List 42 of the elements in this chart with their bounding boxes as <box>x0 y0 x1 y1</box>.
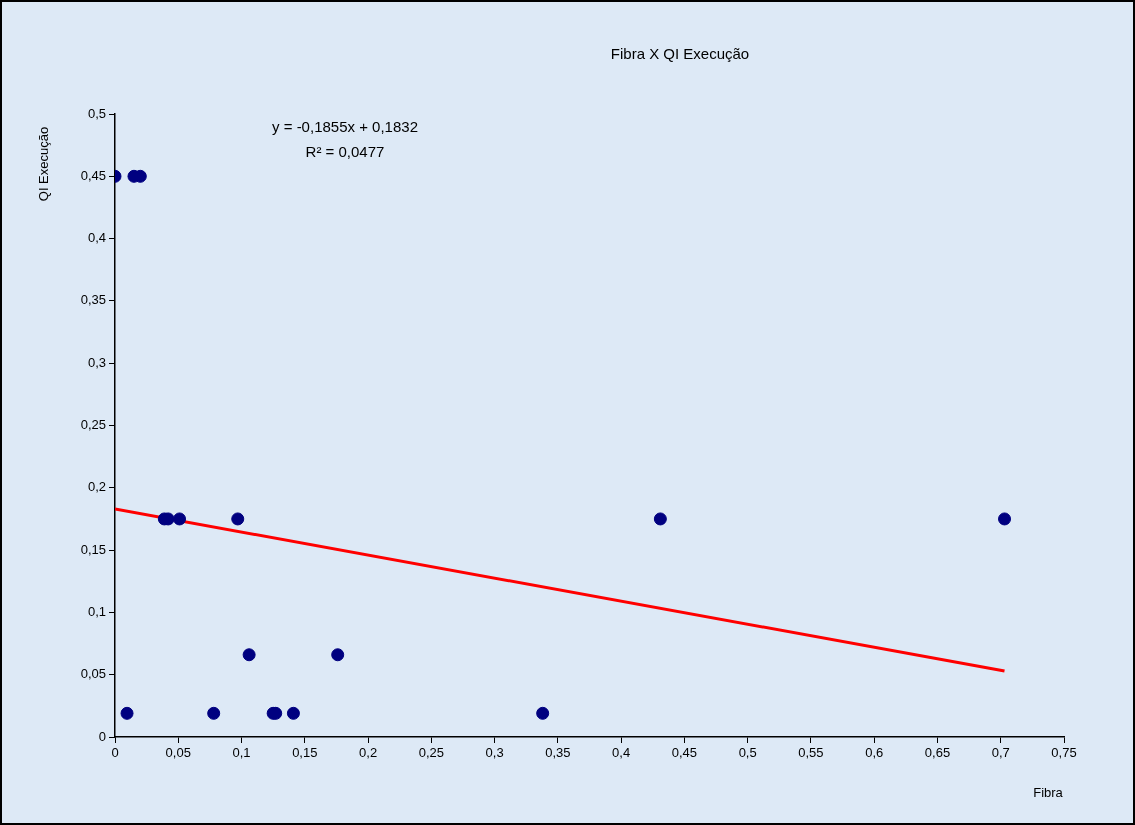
x-tick-label: 0,2 <box>359 745 378 761</box>
annotation: R² = 0,0477 <box>305 143 385 161</box>
point <box>207 706 221 720</box>
y-tick-label: 0,45 <box>80 167 106 183</box>
y-axis-title: QI Execução <box>35 126 51 202</box>
x-tick-label: 0,35 <box>545 745 571 761</box>
y-tick-label: 0 <box>98 728 106 744</box>
x-tick-label: 0,45 <box>671 745 698 761</box>
y-tick-label: 0,15 <box>80 541 106 557</box>
x-tick-label: 0,3 <box>485 745 504 761</box>
y-tick-label: 0,3 <box>87 354 106 370</box>
point <box>998 512 1012 526</box>
point <box>242 648 256 662</box>
x-axis-title: Fibra <box>1033 784 1064 800</box>
y-tick-label: 0,2 <box>87 479 106 495</box>
y-tick-label: 0,1 <box>87 603 106 619</box>
y-tick-label: 0,05 <box>80 666 106 682</box>
point <box>231 512 245 526</box>
point <box>173 512 187 526</box>
x-tick-label: 0,05 <box>165 745 191 761</box>
x-tick-label: 0,1 <box>232 745 251 761</box>
x-tick-label: 0,15 <box>292 745 318 761</box>
annotation: y = -0,1855x + 0,1832 <box>272 118 418 136</box>
x-tick-label: 0,7 <box>991 745 1010 761</box>
point <box>536 706 550 720</box>
x-tick-label: 0,55 <box>798 745 824 761</box>
x-tick-label: 0,25 <box>418 745 444 761</box>
y-tick-label: 0,4 <box>87 230 106 246</box>
point <box>286 706 300 720</box>
x-tick-label: 0,65 <box>924 745 951 761</box>
x-tick-label: 0,5 <box>738 745 757 761</box>
x-tick-label: 0,75 <box>1051 745 1077 761</box>
x-tick-label: 0,6 <box>865 745 884 761</box>
y-tick-label: 0,25 <box>80 417 106 433</box>
x-tick-label: 0,4 <box>612 745 631 761</box>
x-tick-label: 0 <box>111 745 119 761</box>
chart-title: Fibra X QI Execução <box>610 45 750 63</box>
point <box>653 512 667 526</box>
point <box>120 706 134 720</box>
y-tick-label: 0,35 <box>80 292 106 308</box>
y-tick-label: 0,5 <box>87 105 106 121</box>
point <box>331 648 345 662</box>
